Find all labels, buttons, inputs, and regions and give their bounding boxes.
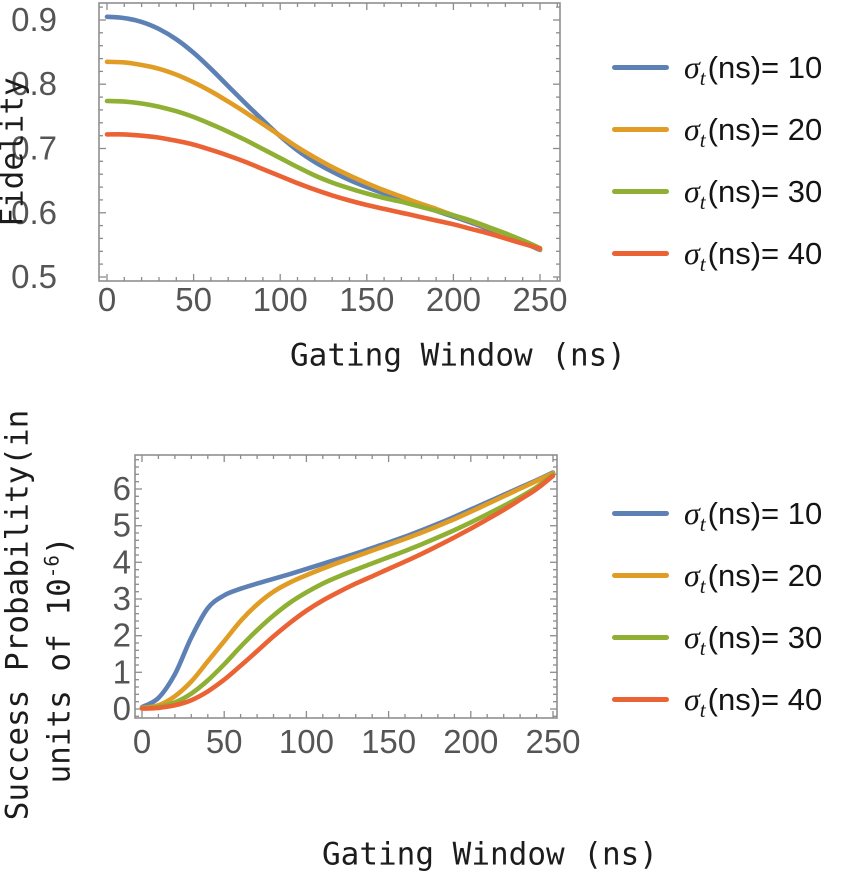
sigma-symbol: σ [684,48,700,85]
legend-item-sigma-20: σt(ns)= 20 [612,556,823,598]
legend-swatch-sigma-40 [612,250,669,256]
x-tick-label: 200 [443,723,498,760]
legend-item-sigma-30: σt(ns)= 30 [612,172,823,214]
legend-label: σt(ns)= 10 [684,48,823,90]
legend-swatch-sigma-10 [612,510,669,516]
plot-frame [134,454,558,719]
legend-item-sigma-40: σt(ns)= 40 [612,234,823,276]
y-tick-label: 0 [113,690,131,727]
legend-label: σt(ns)= 40 [684,234,823,276]
x-tick-label: 100 [279,723,334,760]
x-tick-label: 250 [525,723,580,760]
y-tick-label: 0.8 [11,65,57,102]
legend-item-sigma-40: σt(ns)= 40 [612,680,823,722]
legend-label: σt(ns)= 30 [684,172,823,214]
fidelity-y-axis-label: Fidelity [0,77,31,227]
legend-item-sigma-10: σt(ns)= 10 [612,48,823,90]
y-tick-label: 3 [113,580,131,617]
curve-sigma-t-30 [104,98,543,251]
sigma-symbol: σ [684,172,700,209]
x-tick-label: 200 [426,281,481,318]
legend-label: σt(ns)= 10 [684,494,823,536]
y-tick-label: 6 [113,470,131,507]
y-tick-label: 0.5 [11,258,57,295]
legend-label: σt(ns)= 20 [684,110,823,152]
legend-item-sigma-10: σt(ns)= 10 [612,494,823,536]
x-tick-label: 150 [361,723,416,760]
plot-frame [98,2,561,282]
legend-label: σt(ns)= 30 [684,618,823,660]
exponent: -6 [40,555,64,579]
sigma-symbol: σ [684,110,700,147]
y-tick-label: 0.9 [11,1,57,38]
legend-label: σt(ns)= 20 [684,556,823,598]
sigma-symbol: σ [684,618,700,655]
sigma-symbol: σ [684,556,700,593]
success-probability-x-axis-label: Gating Window (ns) [322,836,658,873]
y-tick-label: 2 [113,617,131,654]
y-tick-label: 0.7 [11,130,57,167]
x-tick-label: 250 [512,281,567,318]
x-tick-label: 50 [175,281,212,318]
legend-label: σt(ns)= 40 [684,680,823,722]
legend-item-sigma-20: σt(ns)= 20 [612,110,823,152]
curve-sigma-t-30 [139,472,556,711]
curve-sigma-t-40 [139,473,556,711]
y-tick-label: 1 [113,653,131,690]
fidelity-x-axis-label: Gating Window (ns) [290,337,626,374]
x-tick-label: 150 [339,281,394,318]
curve-sigma-t-40 [104,132,543,251]
y-tick-label: 0.6 [11,194,57,231]
x-tick-label: 0 [133,723,151,760]
y-tick-label: 5 [113,507,131,544]
x-tick-label: 50 [206,723,243,760]
legend-swatch-sigma-20 [612,572,669,578]
sigma-symbol: σ [684,494,700,531]
y-tick-label: 4 [113,543,131,580]
success-probability-y-axis-label-line1: Success Probability(in [0,409,36,821]
x-tick-label: 0 [98,281,116,318]
sigma-symbol: σ [684,234,700,271]
curve-sigma-t-10 [104,14,543,253]
curve-sigma-t-20 [139,470,556,711]
legend-swatch-sigma-20 [612,126,669,132]
sigma-symbol: σ [684,680,700,717]
success-probability-y-axis-label-line2: units of 10-6) [40,536,78,784]
legend-swatch-sigma-30 [612,634,669,640]
legend-swatch-sigma-40 [612,696,669,702]
legend-swatch-sigma-10 [612,64,669,70]
x-tick-label: 100 [253,281,308,318]
legend-swatch-sigma-30 [612,188,669,194]
legend-item-sigma-30: σt(ns)= 30 [612,618,823,660]
